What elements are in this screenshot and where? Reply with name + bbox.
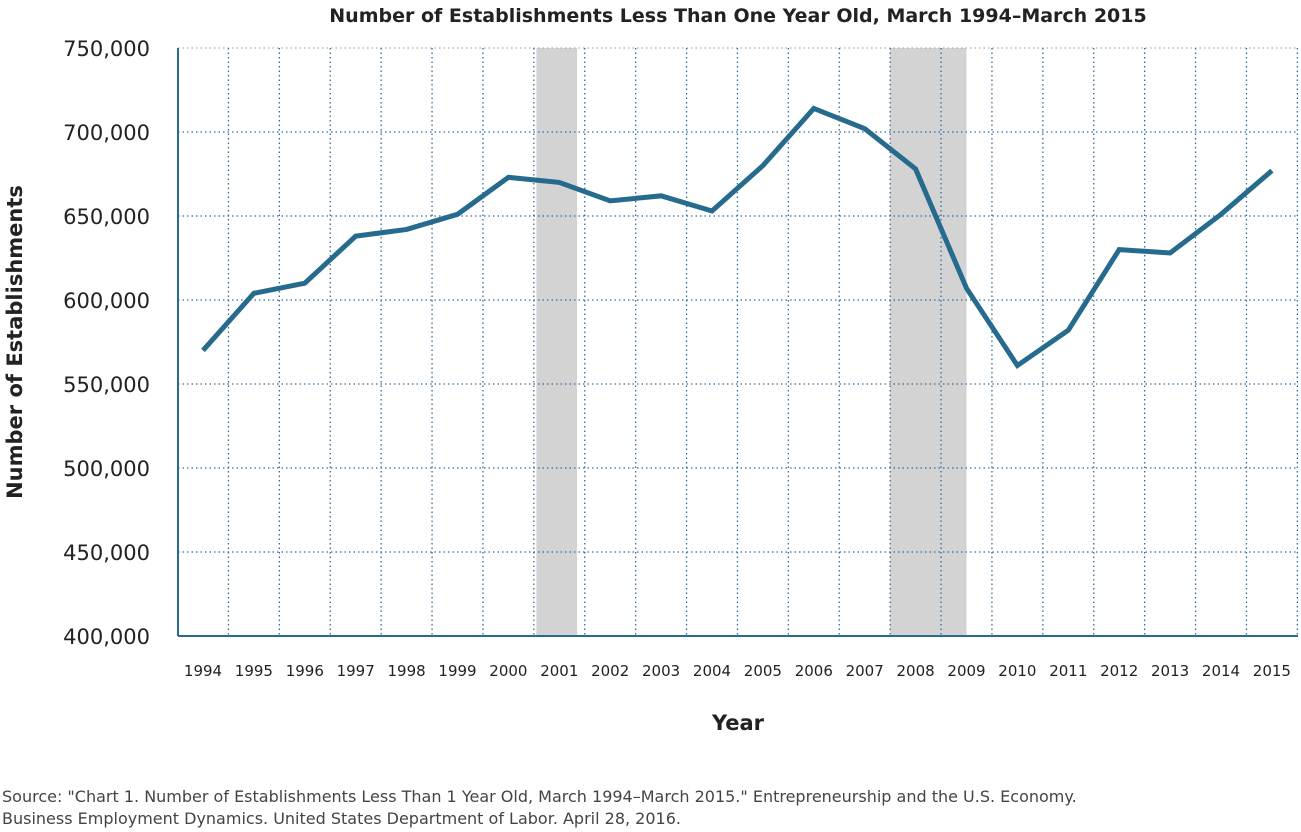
x-tick-label: 2007 <box>846 662 884 680</box>
y-tick-label: 700,000 <box>63 121 150 145</box>
x-tick-label: 2004 <box>693 662 731 680</box>
series-line <box>201 105 1274 370</box>
chart-title: Number of Establishments Less Than One Y… <box>329 5 1146 27</box>
x-tick-label: 2008 <box>897 662 935 680</box>
x-tick-label: 2015 <box>1253 662 1291 680</box>
x-tick-label: 2014 <box>1202 662 1240 680</box>
x-tick-label: 1995 <box>235 662 273 680</box>
y-tick-label: 500,000 <box>63 457 150 481</box>
y-tick-label: 750,000 <box>63 37 150 61</box>
y-tick-label: 550,000 <box>63 373 150 397</box>
y-tick-label: 650,000 <box>63 205 150 229</box>
x-tick-label: 2009 <box>947 662 985 680</box>
source-line-2: Business Employment Dynamics. United Sta… <box>2 809 681 828</box>
x-tick-label: 2003 <box>642 662 680 680</box>
x-tick-label: 2012 <box>1100 662 1138 680</box>
y-tick-label: 450,000 <box>63 541 150 565</box>
x-tick-label: 1998 <box>388 662 426 680</box>
source-note: Source: "Chart 1. Number of Establishmen… <box>2 786 1292 830</box>
x-tick-label: 2001 <box>540 662 578 680</box>
recession-band <box>536 48 578 636</box>
x-tick-label: 2000 <box>489 662 527 680</box>
x-tick-label: 2011 <box>1049 662 1087 680</box>
x-tick-label: 2005 <box>744 662 782 680</box>
y-tick-label: 600,000 <box>63 289 150 313</box>
x-tick-label: 2010 <box>998 662 1036 680</box>
x-tick-label: 1997 <box>337 662 375 680</box>
y-tick-label: 400,000 <box>63 625 150 649</box>
recession-band <box>890 48 967 636</box>
y-axis-label: Number of Establishments <box>3 185 27 499</box>
x-tick-label: 1996 <box>286 662 324 680</box>
source-line-1: Source: "Chart 1. Number of Establishmen… <box>2 787 1077 806</box>
x-axis-label: Year <box>711 711 765 735</box>
x-tick-label: 1994 <box>184 662 222 680</box>
x-tick-label: 2013 <box>1151 662 1189 680</box>
x-tick-label: 1999 <box>438 662 476 680</box>
x-tick-label: 2006 <box>795 662 833 680</box>
x-tick-label: 2002 <box>591 662 629 680</box>
